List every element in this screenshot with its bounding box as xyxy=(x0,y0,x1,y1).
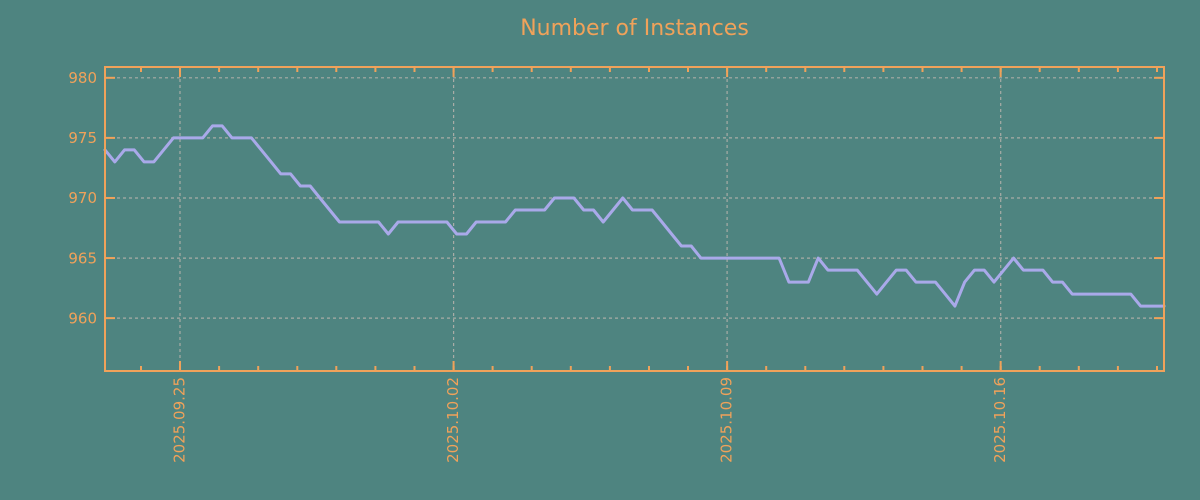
y-tick-label: 960 xyxy=(68,309,97,327)
series-line xyxy=(103,124,1166,308)
chart-title: Number of Instances xyxy=(520,16,749,41)
x-tick-label: 2025.10.16 xyxy=(991,377,1009,463)
x-tick-label: 2025.10.02 xyxy=(444,377,462,463)
plot-border xyxy=(104,66,1165,372)
x-tick-label: 2025.10.09 xyxy=(718,377,736,463)
x-tick-label: 2025.09.25 xyxy=(171,377,189,463)
y-tick-label: 975 xyxy=(68,129,97,147)
y-tick-label: 980 xyxy=(68,69,97,87)
y-tick-label: 970 xyxy=(68,189,97,207)
y-tick-label: 965 xyxy=(68,249,97,267)
